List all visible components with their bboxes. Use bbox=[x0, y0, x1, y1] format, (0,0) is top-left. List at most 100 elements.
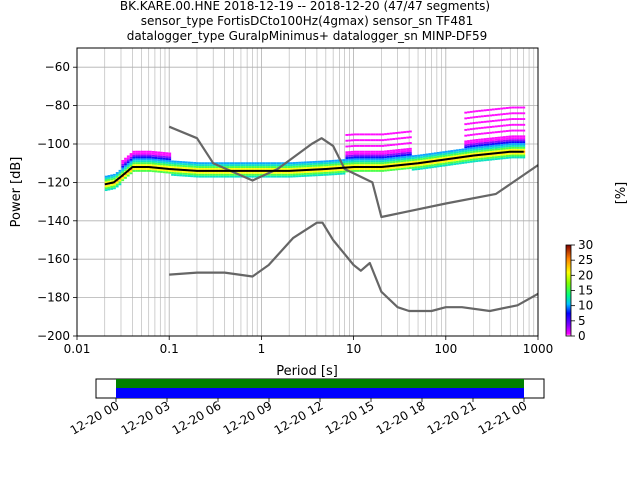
psd-cell bbox=[295, 173, 299, 176]
x-tick-label: 10 bbox=[346, 342, 361, 356]
psd-cell bbox=[464, 161, 468, 164]
psd-cell bbox=[395, 162, 398, 165]
psd-cell bbox=[406, 159, 410, 162]
psd-cell bbox=[254, 175, 257, 178]
psd-cell bbox=[262, 171, 266, 174]
psd-cell bbox=[342, 159, 346, 162]
psd-cell bbox=[350, 139, 354, 142]
psd-cell bbox=[414, 158, 418, 161]
psd-cell bbox=[342, 161, 346, 163]
psd-cell bbox=[157, 151, 161, 154]
psd-cell bbox=[146, 164, 150, 167]
noise-model-line bbox=[168, 125, 539, 219]
psd-cell bbox=[522, 112, 526, 115]
psd-cell bbox=[184, 171, 188, 173]
psd-cell bbox=[486, 141, 490, 144]
psd-cell bbox=[143, 154, 147, 157]
psd-cell bbox=[406, 155, 410, 158]
psd-cell bbox=[359, 168, 362, 170]
psd-cell bbox=[472, 158, 476, 161]
psd-cell bbox=[469, 153, 473, 156]
psd-cell bbox=[137, 154, 141, 157]
psd-cell bbox=[162, 161, 166, 164]
psd-cell bbox=[345, 170, 349, 173]
y-tick-label: −180 bbox=[37, 291, 70, 305]
psd-cell bbox=[384, 167, 387, 170]
psd-cell bbox=[475, 133, 479, 136]
psd-cell bbox=[154, 162, 158, 165]
psd-cell bbox=[348, 156, 351, 159]
psd-cell bbox=[472, 139, 476, 142]
psd-cell bbox=[361, 164, 365, 167]
psd-cell bbox=[478, 127, 481, 130]
psd-cell bbox=[140, 160, 144, 163]
psd-cell bbox=[292, 175, 296, 178]
psd-cell bbox=[491, 143, 495, 145]
psd-cell bbox=[262, 166, 266, 168]
psd-cell bbox=[129, 170, 133, 173]
psd-cell bbox=[428, 153, 432, 156]
psd-cell bbox=[279, 175, 282, 178]
psd-cell bbox=[503, 118, 506, 121]
psd-cell bbox=[323, 171, 327, 174]
psd-cell bbox=[364, 133, 368, 136]
x-axis-label: Period [s] bbox=[276, 364, 338, 379]
psd-cell bbox=[486, 109, 490, 111]
psd-cell bbox=[126, 159, 130, 162]
psd-cell bbox=[442, 151, 445, 154]
psd-cell bbox=[353, 169, 357, 172]
psd-cell bbox=[514, 141, 517, 144]
psd-cell bbox=[519, 137, 523, 140]
psd-cell bbox=[135, 152, 138, 155]
psd-cell bbox=[505, 130, 509, 132]
psd-cell bbox=[464, 148, 468, 151]
psd-cell bbox=[309, 170, 313, 173]
psd-cell bbox=[397, 137, 401, 140]
psd-cell bbox=[406, 153, 410, 156]
psd-cell bbox=[262, 164, 266, 167]
psd-cell bbox=[367, 169, 371, 172]
timeline-tick-label: 12-20 00 bbox=[68, 398, 122, 437]
psd-cell bbox=[436, 163, 440, 166]
psd-cell bbox=[312, 166, 315, 169]
psd-cell bbox=[198, 168, 202, 170]
psd-cell bbox=[254, 171, 257, 174]
psd-cell bbox=[417, 166, 421, 169]
psd-cell bbox=[157, 170, 161, 173]
psd-cell bbox=[212, 175, 216, 178]
psd-cell bbox=[428, 158, 432, 161]
psd-cell bbox=[160, 157, 163, 160]
psd-cell bbox=[411, 155, 415, 158]
psd-cell bbox=[284, 175, 288, 178]
psd-cell bbox=[162, 153, 166, 156]
psd-cell bbox=[469, 133, 473, 136]
psd-cell bbox=[472, 148, 476, 151]
psd-cell bbox=[456, 153, 459, 156]
psd-cell bbox=[494, 142, 498, 145]
psd-cell bbox=[367, 152, 371, 155]
psd-cell bbox=[265, 162, 268, 165]
psd-cell bbox=[483, 143, 487, 146]
psd-cell bbox=[497, 146, 501, 149]
psd-cell bbox=[121, 161, 125, 164]
psd-cell bbox=[483, 141, 487, 144]
psd-cell bbox=[386, 163, 390, 166]
psd-cell bbox=[514, 146, 517, 149]
psd-cell bbox=[179, 170, 183, 173]
psd-cell bbox=[461, 150, 465, 153]
psd-cell bbox=[323, 170, 327, 172]
psd-cell bbox=[126, 157, 130, 160]
psd-cell bbox=[378, 150, 382, 153]
psd-cell bbox=[442, 153, 445, 156]
psd-cell bbox=[456, 149, 459, 152]
psd-cell bbox=[157, 155, 161, 158]
psd-cell bbox=[337, 163, 340, 166]
chart-title-line-1: BK.KARE.00.HNE 2018-12-19 -- 2018-12-20 … bbox=[120, 0, 490, 13]
psd-cell bbox=[201, 166, 205, 168]
psd-cell bbox=[198, 171, 202, 174]
psd-cell bbox=[146, 168, 150, 170]
psd-cell bbox=[107, 175, 111, 178]
psd-cell bbox=[110, 184, 114, 187]
psd-cell bbox=[516, 137, 520, 140]
psd-cell bbox=[226, 173, 230, 176]
